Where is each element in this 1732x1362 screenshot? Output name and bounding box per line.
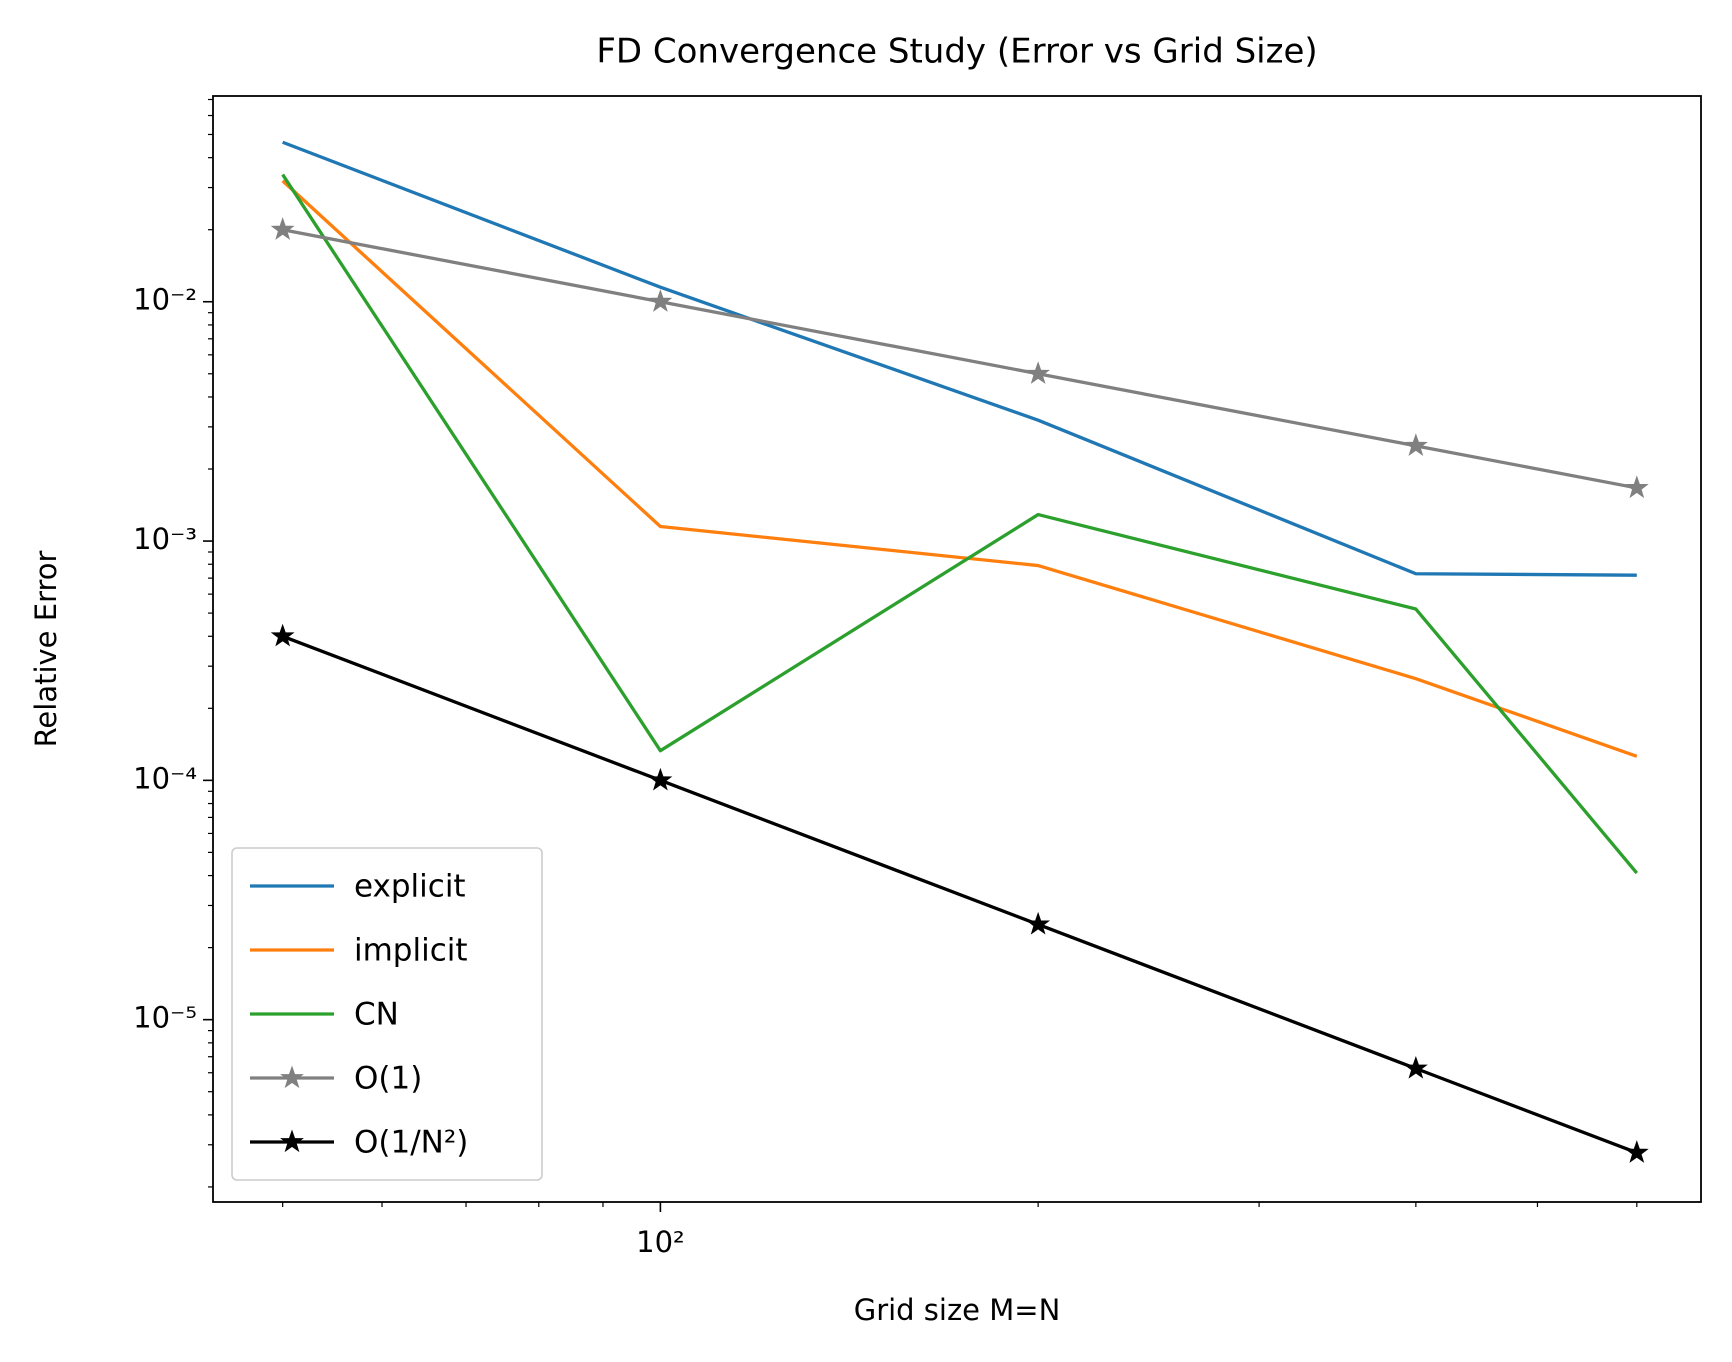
legend-label: CN <box>354 997 399 1033</box>
series-line <box>282 228 1638 490</box>
legend-marker <box>280 1129 304 1153</box>
y-axis-label: Relative Error <box>29 550 63 747</box>
plot-frame <box>212 95 1702 1203</box>
y-tick-label: 10⁻⁴ <box>133 761 197 795</box>
series-marker <box>648 289 673 312</box>
series-marker <box>1403 433 1428 456</box>
series-marker <box>648 767 673 791</box>
series-line <box>281 179 1638 758</box>
legend-label: explicit <box>354 869 466 905</box>
legend-label: O(1) <box>354 1061 422 1097</box>
y-tick-label: 10⁻⁵ <box>133 1001 197 1035</box>
x-axis-label: Grid size M=N <box>854 1293 1061 1327</box>
y-tick-label: 10⁻³ <box>133 522 197 556</box>
y-tick-label: 10⁻² <box>133 283 197 317</box>
series-line <box>281 173 1639 875</box>
series-marker <box>270 217 295 240</box>
legend-marker <box>280 1065 304 1089</box>
x-tick-label: 10² <box>636 1225 685 1259</box>
series-marker <box>1624 475 1649 499</box>
series-line <box>282 140 1637 577</box>
legend-box <box>231 847 543 1181</box>
series-marker <box>270 623 295 647</box>
chart-title: FD Convergence Study (Error vs Grid Size… <box>596 32 1317 72</box>
series-marker <box>1026 361 1051 384</box>
legend-label: implicit <box>354 933 468 969</box>
legend-label: O(1/N²) <box>354 1125 468 1161</box>
series-marker <box>1624 1140 1649 1163</box>
plot-area <box>270 140 1649 1163</box>
series-marker <box>1403 1055 1428 1079</box>
series-marker <box>1026 911 1051 935</box>
legend: explicit implicit CN O(1) O(1/N²) <box>231 847 543 1181</box>
